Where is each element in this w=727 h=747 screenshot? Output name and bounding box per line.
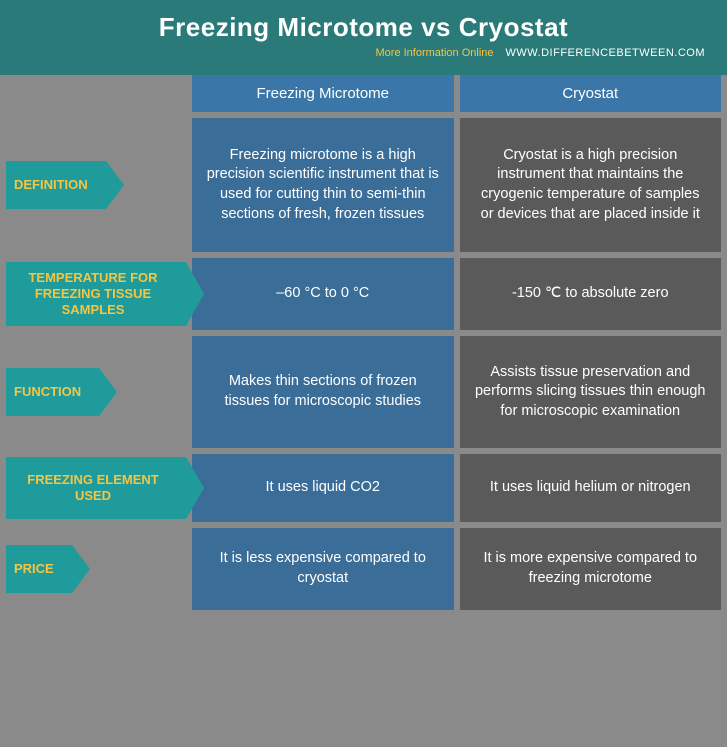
cell-cryostat: It uses liquid helium or nitrogen (460, 454, 722, 522)
cell-microtome: It is less expensive compared to cryosta… (192, 528, 454, 610)
more-info-label: More Information Online (376, 47, 494, 59)
row-label: DEFINITION (6, 161, 106, 209)
cell-microtome: –60 °C to 0 °C (192, 258, 454, 330)
source-url: WWW.DIFFERENCEBETWEEN.COM (506, 47, 706, 59)
row-label-wrap: PRICE (6, 528, 186, 610)
col-header-cryostat: Cryostat (460, 75, 722, 112)
header: Freezing Microtome vs Cryostat More Info… (0, 0, 727, 75)
row-label-wrap: DEFINITION (6, 118, 186, 252)
col-header-empty (6, 75, 186, 112)
cell-cryostat: It is more expensive compared to freezin… (460, 528, 722, 610)
row-label: FUNCTION (6, 368, 99, 416)
row-label-wrap: TEMPERATURE FOR FREEZING TISSUE SAMPLES (6, 258, 186, 330)
row-label-wrap: FREEZING ELEMENT USED (6, 454, 186, 522)
subheader: More Information Online WWW.DIFFERENCEBE… (8, 43, 719, 69)
page-title: Freezing Microtome vs Cryostat (8, 12, 719, 43)
row-label-wrap: FUNCTION (6, 336, 186, 448)
comparison-grid: Freezing Microtome Cryostat DEFINITION Fr… (0, 75, 727, 618)
row-label: FREEZING ELEMENT USED (6, 457, 186, 519)
cell-cryostat: Assists tissue preservation and performs… (460, 336, 722, 448)
row-label: PRICE (6, 545, 72, 593)
row-label: TEMPERATURE FOR FREEZING TISSUE SAMPLES (6, 262, 186, 327)
cell-microtome: Makes thin sections of frozen tissues fo… (192, 336, 454, 448)
cell-microtome: It uses liquid CO2 (192, 454, 454, 522)
cell-microtome: Freezing microtome is a high precision s… (192, 118, 454, 252)
cell-cryostat: -150 ℃ to absolute zero (460, 258, 722, 330)
cell-cryostat: Cryostat is a high precision instrument … (460, 118, 722, 252)
col-header-microtome: Freezing Microtome (192, 75, 454, 112)
